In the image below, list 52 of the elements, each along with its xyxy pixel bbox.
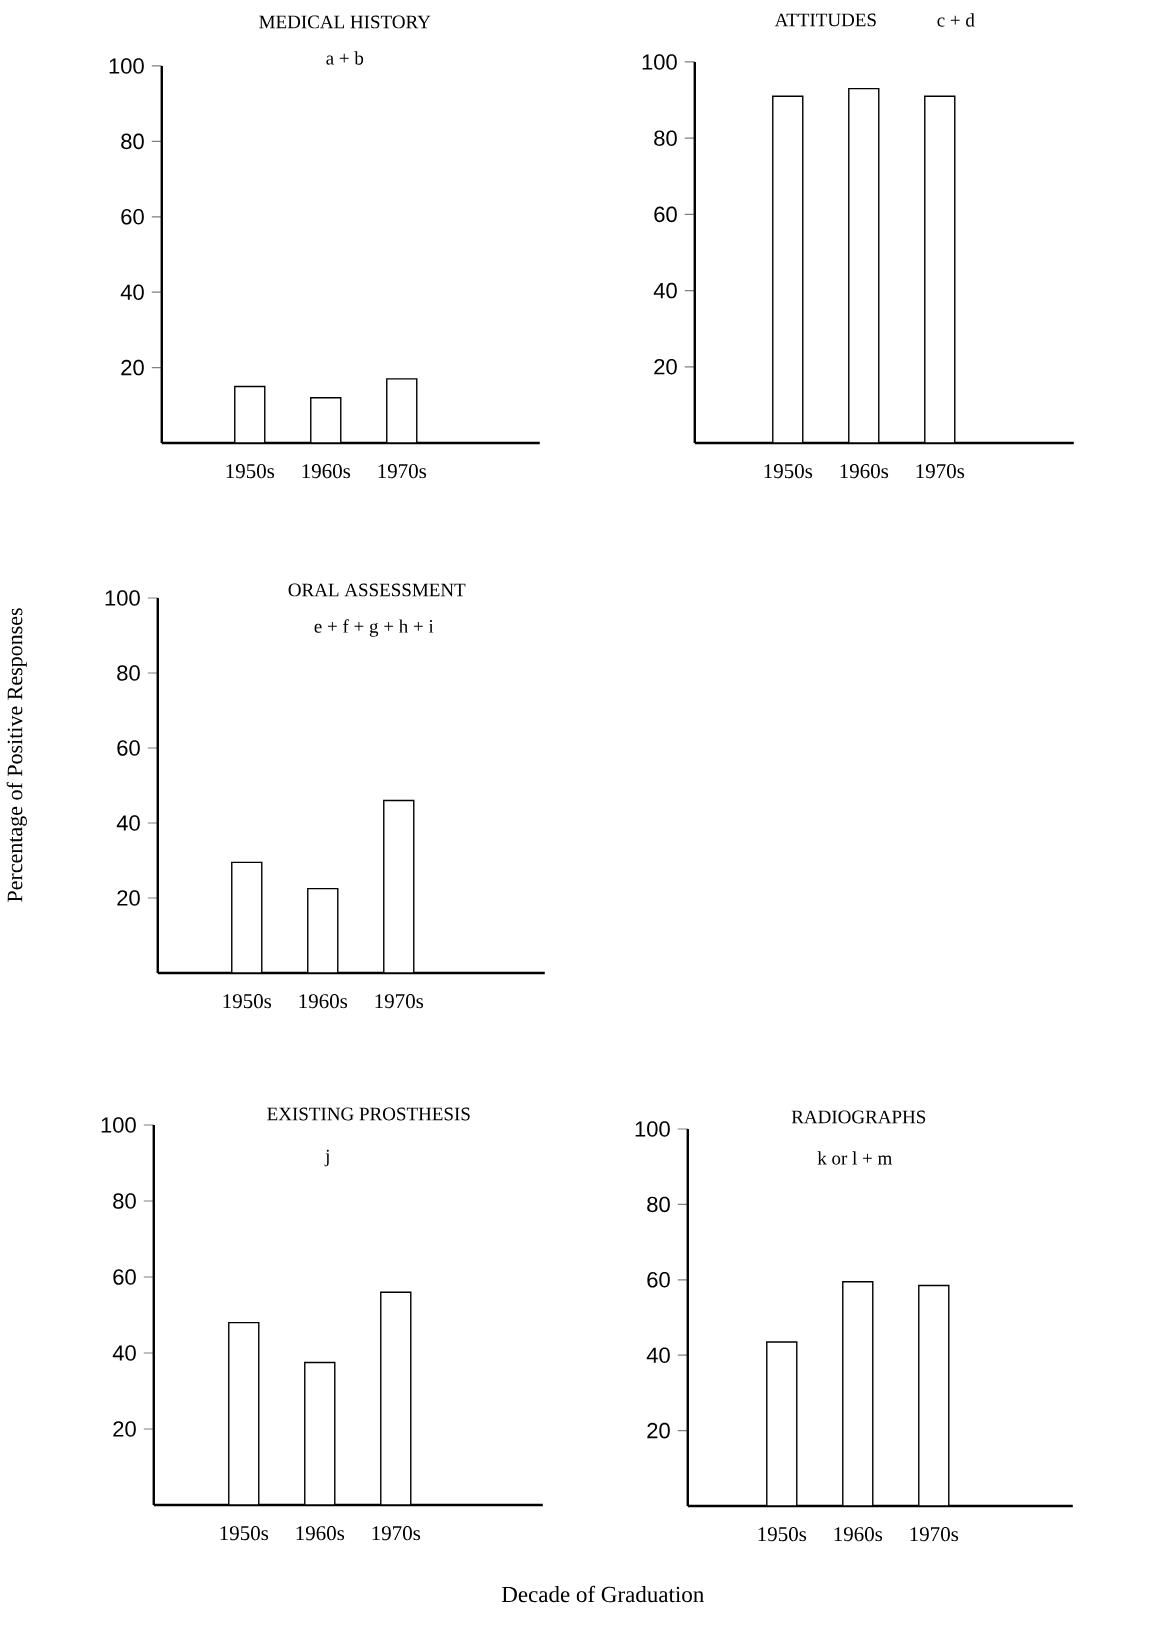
y-tick-label: 40 <box>120 284 144 300</box>
text: k or l + m <box>817 1151 893 1165</box>
chart-subtitle: a + b <box>326 51 364 65</box>
y-axis-title: Percentage of Positive Responses <box>6 608 27 902</box>
y-tick-label: 40 <box>646 1347 670 1363</box>
y-tick-label: 80 <box>113 1193 136 1209</box>
x-tick-label: 1950s <box>220 1526 269 1541</box>
x-tick-label: 1960s <box>302 464 351 479</box>
text: e + f + g + h + i <box>314 619 434 637</box>
x-tick-label: 1950s <box>223 994 272 1009</box>
y-tick-label: 20 <box>121 359 144 376</box>
y-tick-label: 60 <box>117 740 140 756</box>
y-tick-label: 60 <box>654 206 677 223</box>
y-tick-label: 100 <box>101 1117 136 1133</box>
y-tick-label: 20 <box>647 1422 670 1439</box>
y-tick-label: 20 <box>654 359 677 375</box>
y-tick-label: 80 <box>121 133 144 150</box>
chart-title: RADIOGRAPHS <box>791 1110 926 1124</box>
x-tick-label: 1970s <box>372 1526 421 1541</box>
x-tick-label: 1970s <box>375 994 424 1009</box>
x-tick-label: 1960s <box>840 464 889 479</box>
chart-subtitle: c + d <box>937 13 975 27</box>
x-tick-label: 1960s <box>296 1526 345 1541</box>
y-tick-label: 80 <box>654 130 677 146</box>
chart-title: EXISTING PROSTHESIS <box>267 1107 470 1121</box>
y-tick-label: 40 <box>653 282 677 299</box>
x-tick-label: 1960s <box>834 1527 883 1542</box>
chart-title: ORAL ASSESSMENT <box>288 583 466 597</box>
x-tick-label: 1970s <box>378 464 427 479</box>
x-tick-label: 1950s <box>758 1527 807 1542</box>
chart-title: MEDICAL HISTORY <box>259 15 431 29</box>
text: j <box>324 1149 329 1167</box>
x-axis-title: Decade of Graduation <box>502 1585 705 1603</box>
chart-title: ATTITUDES <box>774 13 876 27</box>
x-tick-label: 1950s <box>764 464 813 479</box>
y-tick-label: 80 <box>117 665 140 681</box>
y-tick-label: 60 <box>647 1272 670 1288</box>
y-tick-label: 60 <box>121 209 144 225</box>
y-tick-label: 100 <box>642 54 677 70</box>
x-tick-label: 1950s <box>226 464 275 479</box>
y-tick-label: 40 <box>112 1345 136 1361</box>
y-tick-label: 40 <box>116 815 140 831</box>
x-tick-label: 1960s <box>299 994 348 1009</box>
y-tick-label: 20 <box>113 1421 136 1437</box>
y-tick-label: 100 <box>635 1121 670 1137</box>
y-tick-label: 60 <box>113 1269 136 1285</box>
y-tick-label: 100 <box>109 58 144 74</box>
x-tick-label: 1970s <box>910 1527 959 1542</box>
y-tick-label: 100 <box>105 590 140 606</box>
x-tick-label: 1970s <box>916 464 965 479</box>
y-tick-label: 80 <box>647 1196 670 1213</box>
y-tick-label: 20 <box>117 890 140 906</box>
